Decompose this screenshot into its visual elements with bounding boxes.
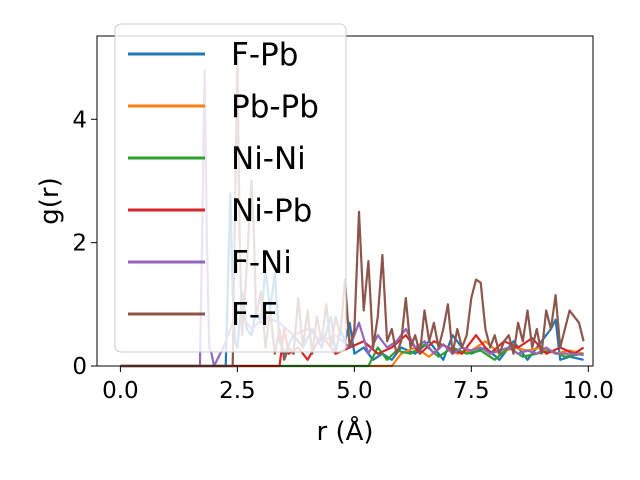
legend-label-ni-ni: Ni-Ni: [231, 141, 306, 177]
y-tick-label: 2: [72, 231, 87, 257]
x-tick-label: 10.0: [563, 378, 614, 404]
legend: F-Pb Pb-Pb Ni-Ni Ni-Pb F-Ni F-F: [114, 23, 347, 353]
series-line-f-ni: [120, 68, 584, 368]
y-tick-label: 4: [72, 107, 87, 133]
legend-label-f-ni: F-Ni: [231, 245, 292, 281]
legend-label-ni-pb: Ni-Pb: [231, 193, 312, 229]
x-axis-label: r (Å): [316, 415, 373, 447]
y-axis: 0 2 4: [72, 107, 97, 380]
x-tick-label: 2.5: [219, 378, 256, 404]
legend-label-f-pb: F-Pb: [231, 37, 298, 73]
legend-label-pb-pb: Pb-Pb: [231, 89, 319, 125]
x-axis: 0.0 2.5 5.0 7.5 10.0: [102, 366, 614, 404]
x-tick-label: 5.0: [336, 378, 373, 404]
x-tick-label: 0.0: [102, 378, 139, 404]
legend-label-f-f: F-F: [231, 297, 278, 333]
x-tick-label: 7.5: [453, 378, 490, 404]
y-tick-label: 0: [72, 354, 87, 380]
y-axis-label: g(r): [35, 177, 65, 224]
